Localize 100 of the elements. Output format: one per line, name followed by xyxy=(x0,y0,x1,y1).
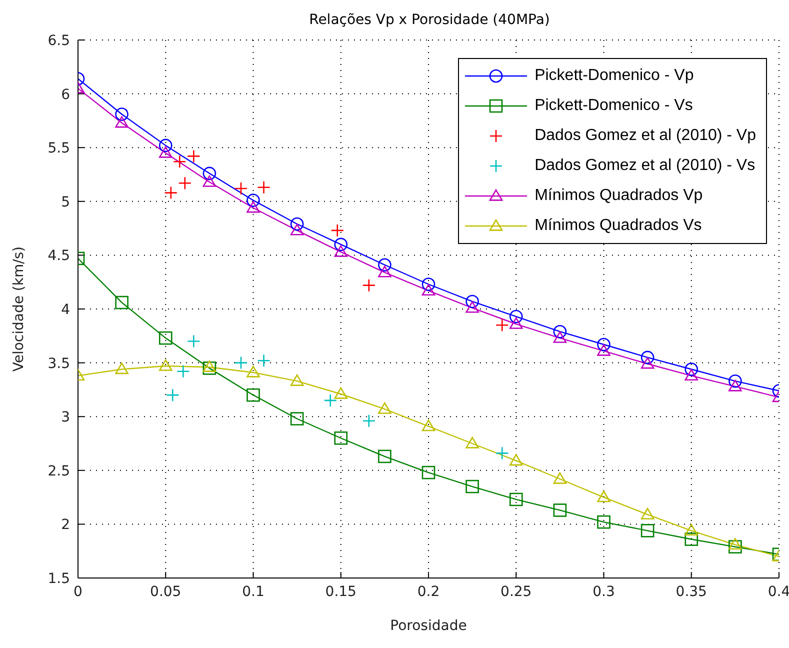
point xyxy=(290,412,304,426)
point xyxy=(246,201,260,213)
point xyxy=(422,278,436,291)
point xyxy=(115,296,128,310)
point xyxy=(509,310,523,324)
legend-label: Dados Gomez et al (2010) - Vs xyxy=(534,157,756,175)
x-tick-label: 0.25 xyxy=(500,584,532,600)
point xyxy=(495,446,509,460)
point xyxy=(466,294,479,308)
point xyxy=(509,454,523,466)
point xyxy=(202,166,216,180)
x-tick-label: 0.35 xyxy=(676,584,707,600)
point xyxy=(362,278,376,292)
point xyxy=(234,356,248,370)
x-tick-label: 0.4 xyxy=(768,584,789,600)
point xyxy=(728,380,742,392)
point xyxy=(378,258,392,272)
point xyxy=(158,138,172,152)
point xyxy=(246,366,260,378)
point xyxy=(495,318,509,332)
y-tick-label: 5 xyxy=(61,194,70,210)
point xyxy=(334,387,348,399)
x-tick-label: 0 xyxy=(74,584,82,600)
x-tick-label: 0.2 xyxy=(417,584,440,600)
point xyxy=(640,524,654,538)
y-tick-label: 1.5 xyxy=(48,570,70,587)
point xyxy=(176,364,190,378)
point xyxy=(597,515,610,529)
point xyxy=(166,388,180,402)
x-axis-title: Porosidade xyxy=(390,618,467,634)
point xyxy=(290,224,304,236)
point xyxy=(158,146,172,158)
y-tick-label: 2.5 xyxy=(48,463,70,480)
y-tick-label: 3 xyxy=(61,410,70,426)
point xyxy=(246,194,260,207)
point xyxy=(378,450,392,464)
point xyxy=(684,532,698,546)
point xyxy=(640,508,654,520)
point xyxy=(728,374,742,388)
point xyxy=(640,350,654,364)
legend-label: Dados Gomez et al (2010) - Vp xyxy=(534,127,756,145)
point xyxy=(553,324,567,338)
point xyxy=(290,374,304,386)
point xyxy=(202,360,216,372)
point xyxy=(187,334,200,348)
legend-label: Mínimos Quadrados Vp xyxy=(534,187,703,205)
y-tick-label: 6.5 xyxy=(48,32,70,49)
point xyxy=(597,344,610,356)
point xyxy=(334,431,348,445)
point xyxy=(378,266,392,278)
y-tick-label: 2 xyxy=(61,517,70,534)
point xyxy=(640,357,654,369)
x-tick-label: 0.3 xyxy=(592,584,615,600)
point xyxy=(115,108,128,121)
point xyxy=(362,414,376,428)
y-tick-label: 3.5 xyxy=(48,356,70,372)
y-tick-label: 4 xyxy=(61,302,70,318)
point xyxy=(257,180,270,194)
point xyxy=(684,524,698,536)
point xyxy=(202,175,216,187)
legend-label: Pickett-Domenico - Vs xyxy=(534,97,693,115)
point xyxy=(684,369,698,381)
point xyxy=(334,245,348,257)
x-tick-label: 0.1 xyxy=(242,584,264,600)
point xyxy=(553,331,567,343)
point xyxy=(324,394,338,408)
point xyxy=(553,504,567,517)
point xyxy=(728,538,742,550)
x-tick-label: 0.15 xyxy=(325,584,356,600)
point xyxy=(422,420,436,432)
point xyxy=(466,480,479,494)
legend-label: Mínimos Quadrados Vs xyxy=(534,217,702,235)
point xyxy=(509,492,523,506)
point xyxy=(257,354,270,368)
point xyxy=(178,176,192,190)
y-tick-label: 5.5 xyxy=(48,140,70,157)
y-tick-label: 6 xyxy=(61,86,70,103)
point xyxy=(172,154,186,168)
point xyxy=(684,362,698,376)
point xyxy=(246,388,260,402)
point xyxy=(466,301,479,313)
point xyxy=(330,224,344,238)
point xyxy=(334,238,348,252)
point xyxy=(378,402,392,414)
legend-label: Pickett-Domenico - Vp xyxy=(534,67,694,85)
point xyxy=(509,317,523,329)
chart-title: Relações Vp x Porosidade (40MPa) xyxy=(308,12,551,28)
point xyxy=(597,490,610,502)
point xyxy=(234,182,248,196)
point xyxy=(728,540,742,554)
y-tick-label: 4.5 xyxy=(48,248,70,264)
point xyxy=(158,331,172,345)
point xyxy=(290,217,304,231)
point xyxy=(597,338,610,352)
point xyxy=(553,472,567,484)
point xyxy=(115,362,128,374)
point xyxy=(422,284,436,296)
point xyxy=(422,466,436,480)
point xyxy=(466,436,479,448)
point xyxy=(164,186,178,200)
